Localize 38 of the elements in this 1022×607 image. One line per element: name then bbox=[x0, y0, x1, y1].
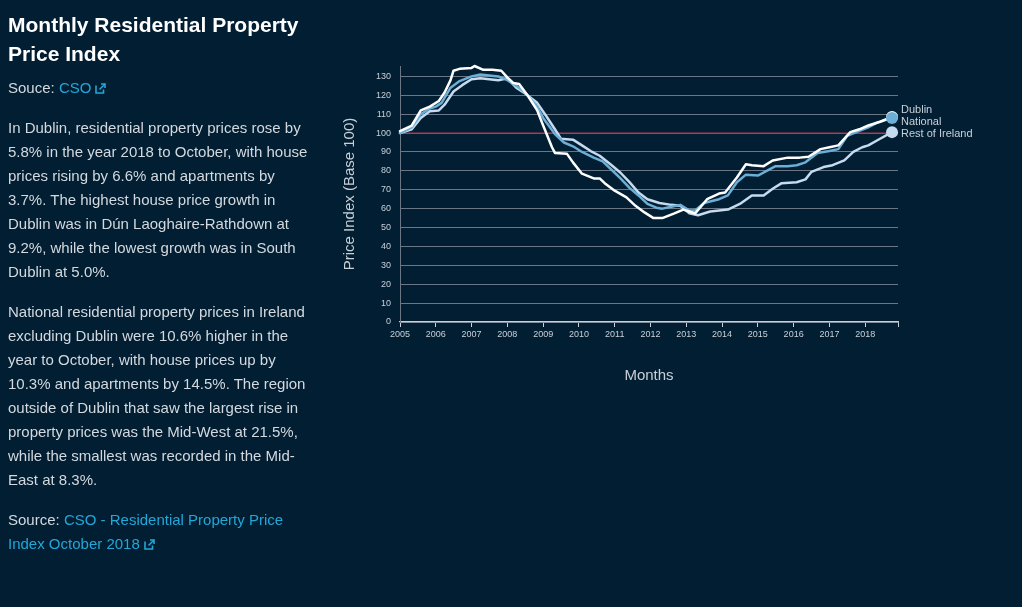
y-tick-label: 0 bbox=[385, 316, 391, 327]
x-axis-title: Months bbox=[624, 366, 674, 384]
source-note: Source: CSO - Residential Property Price Index October 2018 bbox=[8, 510, 285, 554]
series-label: National bbox=[901, 115, 942, 128]
x-tick-label: 2009 bbox=[533, 328, 554, 339]
x-tick-label: 2011 bbox=[605, 328, 625, 339]
y-tick-label: 130 bbox=[375, 70, 391, 81]
y-tick-label: 60 bbox=[380, 203, 391, 214]
y-tick-label: 80 bbox=[380, 165, 391, 176]
y-tick-label: 10 bbox=[380, 297, 391, 308]
y-tick-label: 120 bbox=[375, 89, 391, 100]
y-tick-label: 40 bbox=[380, 240, 391, 251]
y-tick-label: 100 bbox=[375, 127, 391, 138]
y-tick-label: 20 bbox=[380, 278, 391, 289]
x-tick-label: 2012 bbox=[640, 328, 661, 339]
x-tick-label: 2006 bbox=[425, 328, 446, 339]
series-label: Rest of Ireland bbox=[901, 127, 973, 140]
x-tick-label: 2007 bbox=[461, 328, 482, 339]
y-tick-label: 90 bbox=[380, 146, 391, 157]
x-tick-label: 2005 bbox=[389, 328, 411, 339]
x-tick-label: 2017 bbox=[819, 328, 840, 339]
x-tick-label: 2015 bbox=[747, 328, 768, 339]
y-tick-label: 50 bbox=[380, 222, 391, 233]
x-tick-label: 2014 bbox=[712, 328, 733, 339]
x-tick-label: 2016 bbox=[783, 328, 804, 339]
y-tick-label: 70 bbox=[380, 184, 391, 195]
text: National residential property prices in Ireland excluding Dublin were 10.6% higher in the year to October, with house prices up by 10.3% and apartments by 14.5%. The region outside of Dublin that saw the largest rise in property prices was the Mid-West at 21.5%, while the smallest was recorded in the Mid-East at 8.3%. bbox=[8, 302, 307, 490]
y-axis-title: Price Index (Base 100) bbox=[340, 117, 358, 271]
y-tick-label: 110 bbox=[376, 108, 391, 119]
x-tick-label: 2018 bbox=[855, 328, 876, 339]
x-tick-label: 2008 bbox=[497, 328, 518, 339]
series-label: Dublin bbox=[901, 103, 933, 116]
text: Souce: CSO bbox=[8, 78, 93, 98]
text: Monthly Residential Property Price Index bbox=[8, 12, 300, 67]
x-tick-label: 2013 bbox=[676, 328, 697, 339]
x-tick-label: 2010 bbox=[568, 328, 589, 339]
text: In Dublin, residential property prices rose by 5.8% in the year 2018 to October, with house prices rising by 6.6% and apartments by 3.7%. The highest house price growth in Dublin was in Dún Laoghaire-Rathdown at 9.2%, while the lowest growth was in South Dublin at 5.0%. bbox=[8, 118, 308, 282]
y-tick-label: 30 bbox=[380, 259, 391, 270]
